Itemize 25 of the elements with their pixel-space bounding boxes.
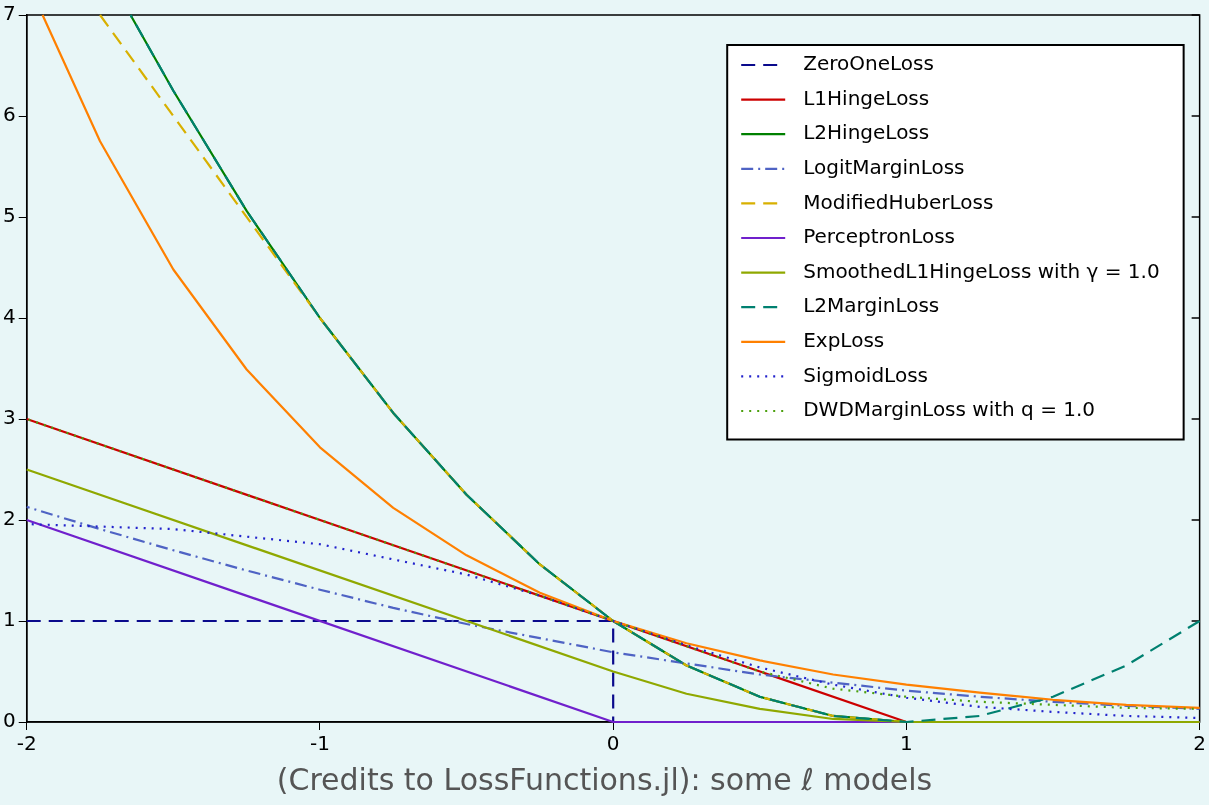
legend-label: DWDMarginLoss with q = 1.0 <box>803 397 1096 422</box>
y-tick-label: 7 <box>2 1 16 26</box>
legend-label: LogitMarginLoss <box>803 155 965 179</box>
y-tick-label: 5 <box>2 203 16 228</box>
x-tick-label: 2 <box>1193 731 1206 756</box>
y-tick-label: 4 <box>2 304 16 329</box>
legend-label: SigmoidLoss <box>803 362 928 387</box>
legend-label: L2MarginLoss <box>803 293 940 318</box>
text: (Credits to LossFunctions.jl): some ℓ models <box>275 762 934 797</box>
y-tick-label: 3 <box>2 405 16 430</box>
legend-label: SmoothedL1HingeLoss with γ = 1.0 <box>803 258 1160 283</box>
legend-label: L1HingeLoss <box>803 85 930 110</box>
y-tick-label: 0 <box>2 708 16 733</box>
legend-label: ModifiedHuberLoss <box>803 189 994 214</box>
legend-label: PerceptronLoss <box>803 224 956 249</box>
x-tick-label: -2 <box>16 731 37 756</box>
x-tick-label: -1 <box>309 731 330 756</box>
y-tick-label: 1 <box>2 607 16 632</box>
legend-label: L2HingeLoss <box>803 120 930 145</box>
legend-label: ZeroOneLoss <box>803 51 934 76</box>
legend-label: ExpLoss <box>803 328 885 352</box>
y-tick-label: 2 <box>2 506 16 531</box>
x-tick-label: 1 <box>900 731 913 756</box>
y-tick-label: 6 <box>2 102 16 127</box>
x-tick-label: 0 <box>606 731 620 756</box>
